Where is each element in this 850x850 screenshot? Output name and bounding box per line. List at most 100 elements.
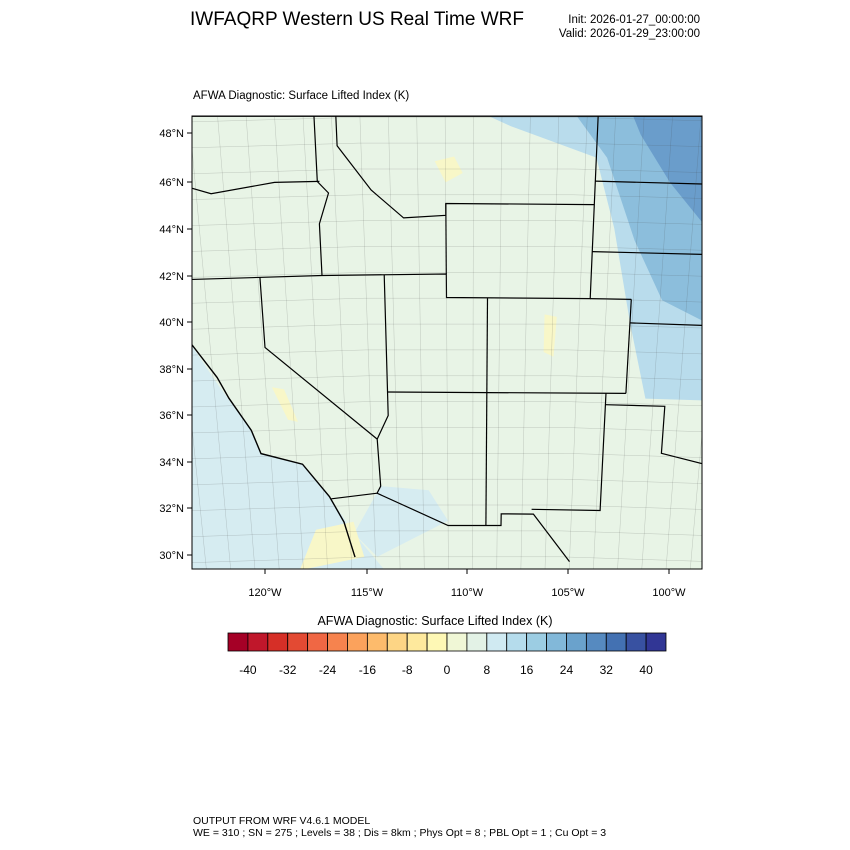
colorbar-tick-label: -16 xyxy=(359,663,377,677)
county-line xyxy=(388,116,401,569)
border-or-south xyxy=(192,274,323,281)
coastline xyxy=(192,343,356,558)
lon-label: 100°W xyxy=(652,587,686,599)
colorbar-box xyxy=(625,632,647,652)
border-ca-nv xyxy=(259,276,378,440)
county-line xyxy=(192,453,702,459)
county-line xyxy=(245,116,280,569)
border-nd-sd xyxy=(595,180,702,185)
colorbar-box xyxy=(486,632,508,652)
colorbar-box xyxy=(287,632,309,652)
colorbar-tick-label: 0 xyxy=(444,663,451,677)
county-line xyxy=(665,116,702,569)
lon-label: 110°W xyxy=(451,587,484,599)
lon-label: 115°W xyxy=(351,587,384,599)
county-line xyxy=(544,116,559,569)
county-line xyxy=(331,116,352,569)
map-content xyxy=(192,110,730,585)
field-yellow-colorado xyxy=(543,314,557,357)
county-line xyxy=(192,272,702,278)
field-yellow-montana xyxy=(434,156,463,183)
colorbar-box xyxy=(506,632,528,652)
map-panel: 48°N 46°N 44°N 42°N 40°N 38°N 36°N 34°N 32°N 30°N… xyxy=(159,110,730,599)
border-wa-id xyxy=(313,116,330,276)
colorbar-box xyxy=(585,632,607,652)
colorbar-box xyxy=(347,632,368,652)
border-four-corners xyxy=(485,297,489,526)
county-line xyxy=(713,110,730,585)
colorbar-box xyxy=(386,632,408,652)
lat-label: 38°N xyxy=(159,364,184,376)
border-nm-east xyxy=(531,392,607,512)
county-line xyxy=(192,426,207,569)
county-line xyxy=(192,349,702,356)
lat-label: 40°N xyxy=(159,317,184,329)
county-line xyxy=(192,117,702,122)
border-wa-or xyxy=(192,180,320,195)
colorbar-box xyxy=(267,632,289,652)
county-line xyxy=(445,116,449,569)
map-frame xyxy=(191,115,703,570)
field-yellow-sierra xyxy=(271,387,298,422)
colorbar-tick-label: 16 xyxy=(520,663,534,677)
county-line xyxy=(192,375,702,382)
county-line xyxy=(192,556,702,563)
lat-label: 44°N xyxy=(159,224,184,236)
border-ne-co xyxy=(590,298,632,300)
colorbar-box xyxy=(307,632,328,652)
colorbar-box xyxy=(227,632,249,652)
county-line xyxy=(192,168,702,174)
lat-label: 42°N xyxy=(159,271,184,283)
county-line xyxy=(192,298,702,304)
colorbar-tick-label: -32 xyxy=(279,663,297,677)
colorbar-tick-label: -8 xyxy=(402,663,413,677)
border-id-wy-ut xyxy=(321,116,599,300)
colorbar-box xyxy=(327,632,348,652)
colorbar-box xyxy=(605,632,627,652)
border-ne-ks xyxy=(629,322,702,326)
county-line xyxy=(192,479,702,485)
colorbar-box xyxy=(466,632,488,652)
county-line xyxy=(569,116,588,569)
colorbar-box xyxy=(645,632,667,652)
county-line xyxy=(192,246,702,252)
colorbar-box xyxy=(526,632,547,652)
county-line xyxy=(520,116,531,569)
border-nv-east xyxy=(376,274,389,494)
lat-label: 32°N xyxy=(159,503,184,515)
county-line xyxy=(192,142,702,148)
colorbar-tick-label: -40 xyxy=(239,663,257,677)
colorbar-box xyxy=(446,632,468,652)
valid-time: Valid: 2026-01-29_23:00:00 xyxy=(558,28,700,40)
border-mexico xyxy=(331,492,570,562)
plot-title: IWFAQRP Western US Real Time WRF xyxy=(190,9,524,30)
model-config: WE = 310 ; SN = 275 ; Levels = 38 ; Dis … xyxy=(193,827,607,839)
colorbar-box xyxy=(426,632,448,652)
colorbar-box xyxy=(247,632,269,652)
colorbar-tick-label: 40 xyxy=(639,663,653,677)
model-version: OUTPUT FROM WRF V4.6.1 MODEL xyxy=(193,815,371,827)
lat-label: 48°N xyxy=(159,128,184,140)
border-az-ut xyxy=(387,391,626,394)
lat-label: 30°N xyxy=(159,550,184,562)
county-line xyxy=(302,116,328,569)
county-line xyxy=(690,432,702,569)
border-ne-sd xyxy=(592,251,702,255)
colorbar-box xyxy=(366,632,388,652)
lat-label: 34°N xyxy=(159,457,184,469)
lon-label: 120°W xyxy=(248,587,282,599)
colorbar-tick-label: 24 xyxy=(560,663,574,677)
colorbar-title: AFWA Diagnostic: Surface Lifted Index (K… xyxy=(317,614,553,628)
lon-label: 105°W xyxy=(551,587,585,599)
county-line xyxy=(496,116,503,569)
field-ocean xyxy=(192,345,384,569)
county-line xyxy=(641,116,673,569)
county-line xyxy=(217,116,256,569)
field-plains-dark xyxy=(633,116,702,223)
colorbar-box xyxy=(546,632,567,652)
county-line xyxy=(192,530,702,537)
lat-label: 46°N xyxy=(159,177,184,189)
model-info: OUTPUT FROM WRF V4.6.1 MODEL WE = 310 ; … xyxy=(193,815,606,839)
colorbar-tick-label: 32 xyxy=(600,663,614,677)
time-info: Init: 2026-01-27_00:00:00 Valid: 2026-01… xyxy=(559,13,700,41)
